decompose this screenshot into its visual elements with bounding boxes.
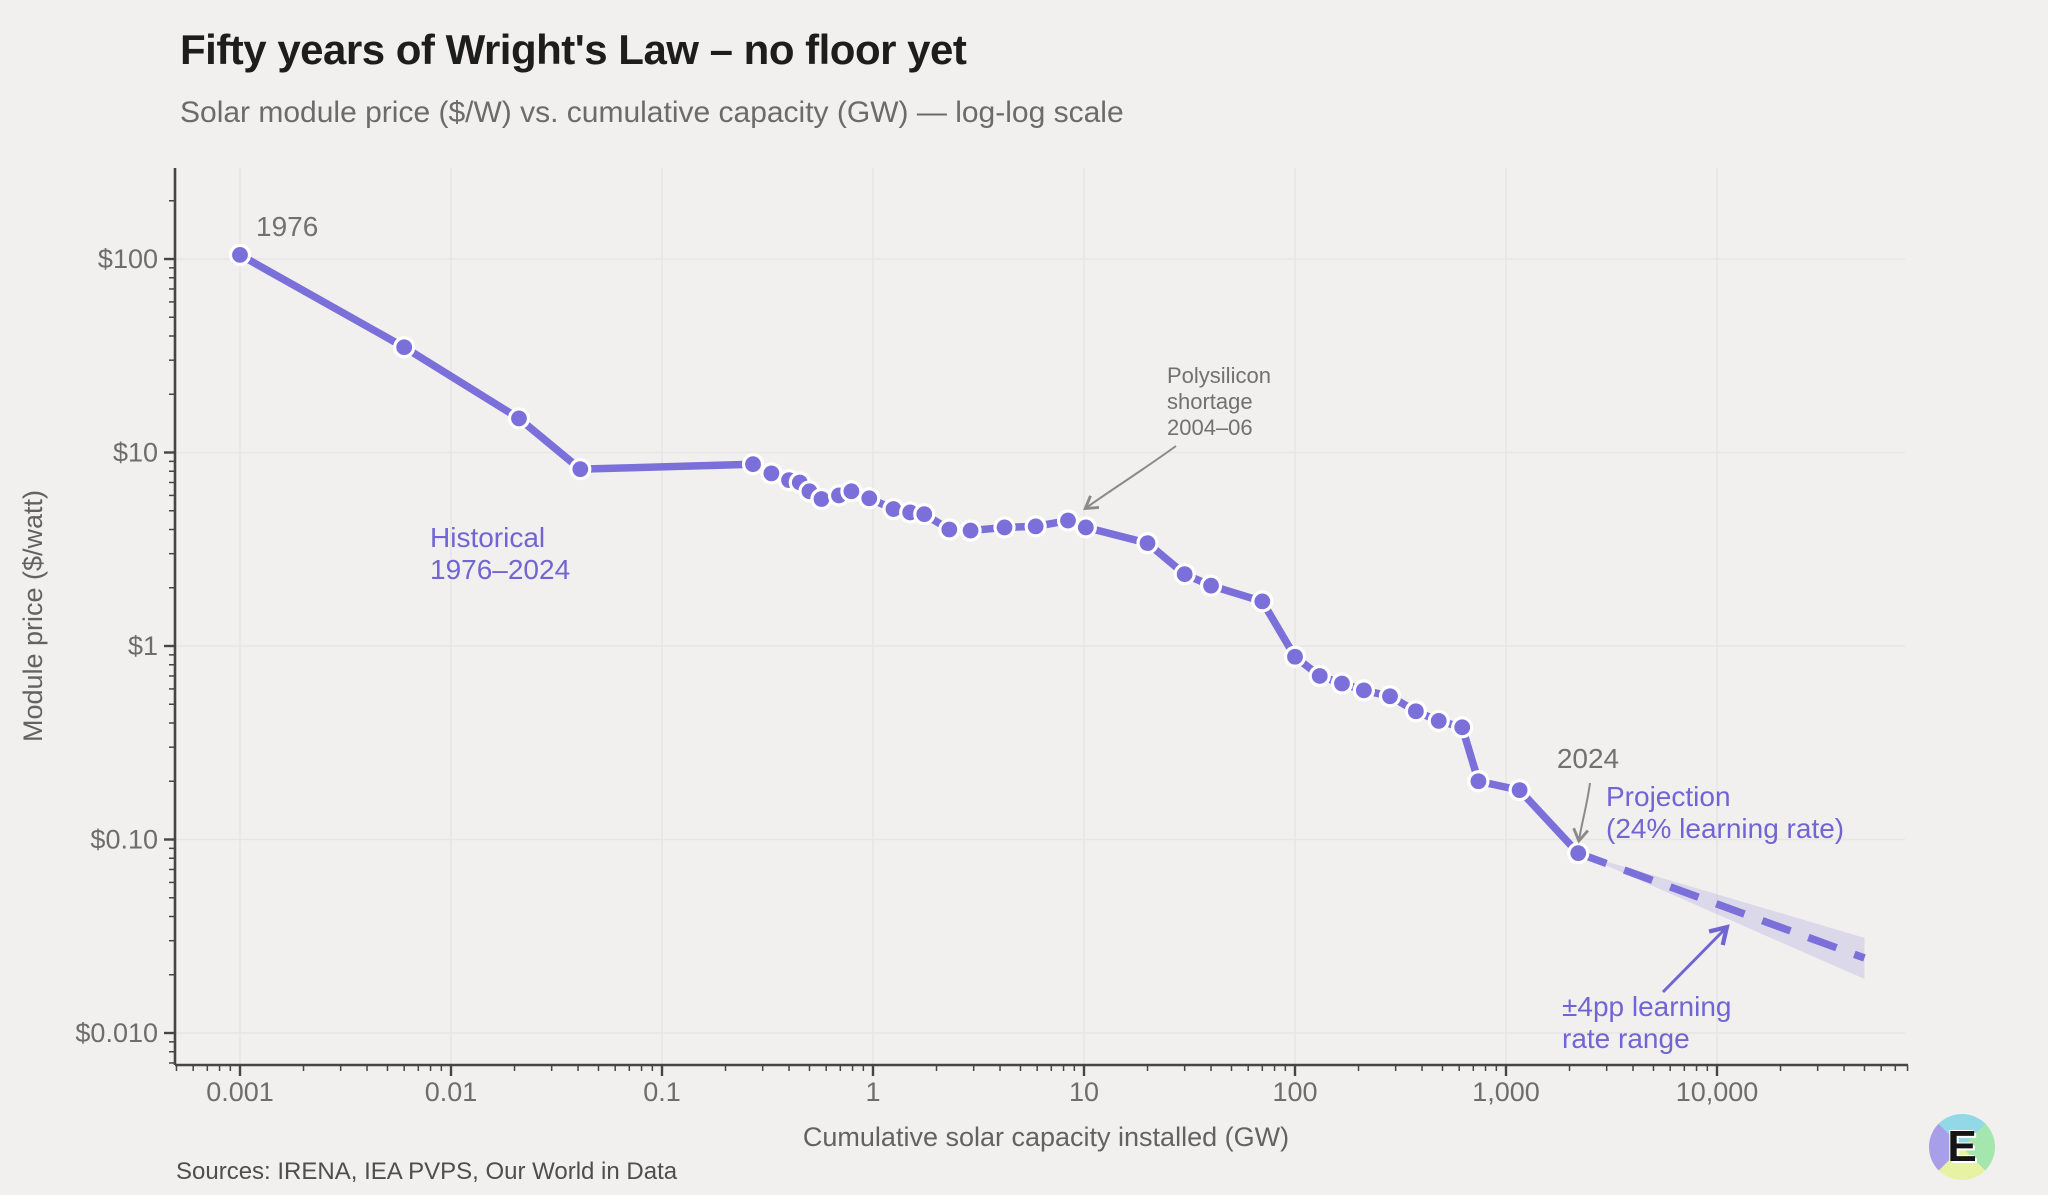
label-polysilicon-line3: 2004–06 — [1167, 415, 1253, 440]
end-year-arrow — [1572, 782, 1591, 844]
data-point — [1467, 770, 1490, 793]
projection-band — [1578, 853, 1865, 980]
label-band-line2: rate range — [1562, 1023, 1690, 1054]
data-point — [1024, 515, 1047, 538]
x-tick-label: 100 — [1272, 1077, 1317, 1107]
y-tick-label: $0.010 — [75, 1018, 158, 1048]
label-historical-line2: 1976–2024 — [430, 554, 570, 585]
data-point — [507, 407, 531, 430]
axes — [164, 168, 1909, 1076]
data-point — [959, 519, 982, 542]
data-point — [1136, 532, 1159, 555]
data-point — [1451, 716, 1474, 739]
data-point — [1404, 700, 1427, 723]
data-point — [1567, 842, 1590, 865]
data-point — [569, 458, 592, 481]
data-point — [1199, 574, 1223, 597]
y-tick-label: $0.10 — [90, 825, 158, 855]
data-point — [1508, 779, 1531, 802]
polysilicon-arrow — [1083, 445, 1177, 511]
x-tick-label: 10,000 — [1676, 1077, 1759, 1107]
y-axis-title: Module price ($/watt) — [18, 490, 48, 742]
x-tick-label: 10 — [1069, 1077, 1099, 1107]
label-projection-line2: (24% learning rate) — [1606, 813, 1844, 844]
data-point — [1378, 685, 1402, 708]
data-point — [858, 487, 881, 510]
x-tick-label: 1 — [865, 1077, 880, 1107]
chart-title: Fifty years of Wright's Law – no floor y… — [180, 26, 967, 73]
data-point — [913, 503, 936, 526]
data-point — [228, 243, 252, 266]
data-point — [741, 453, 765, 476]
sources-note: Sources: IRENA, IEA PVPS, Our World in D… — [176, 1158, 678, 1185]
tick-labels: 0.001 0.01 0.1 1 10 100 1,000 10,000 $100 $10 $1 $0… — [75, 244, 1758, 1107]
x-tick-label: 0.1 — [643, 1077, 681, 1107]
gridlines — [175, 168, 1905, 1065]
data-point — [1173, 563, 1196, 586]
band-arrow — [1661, 924, 1730, 994]
brand-logo: E — [1929, 1114, 1995, 1180]
x-tick-label: 1,000 — [1472, 1077, 1540, 1107]
data-point — [1074, 516, 1097, 539]
label-end-year: 2024 — [1557, 743, 1619, 774]
chart-subtitle: Solar module price ($/W) vs. cumulative … — [180, 96, 1124, 129]
x-tick-label: 0.001 — [206, 1077, 274, 1107]
y-tick-label: $1 — [128, 631, 158, 661]
data-point — [1283, 645, 1307, 668]
plot-layer: 0.001 0.01 0.1 1 10 100 1,000 10,000 $100 $10 $1 $0… — [75, 168, 1909, 1107]
label-band-line1: ±4pp learning — [1562, 991, 1732, 1022]
historical-points — [228, 243, 1590, 865]
label-historical-line1: Historical — [430, 522, 545, 553]
x-axis-title: Cumulative solar capacity installed (GW) — [803, 1122, 1289, 1152]
label-start-year: 1976 — [256, 211, 318, 242]
x-tick-label: 0.01 — [425, 1077, 478, 1107]
brand-logo-glyph: E — [1947, 1122, 1977, 1171]
label-polysilicon-line1: Polysilicon — [1167, 363, 1271, 388]
data-point — [1330, 672, 1354, 695]
data-point — [1056, 509, 1080, 532]
data-point — [1352, 679, 1375, 702]
data-point — [938, 518, 961, 541]
data-point — [393, 336, 416, 359]
data-point — [840, 480, 863, 503]
y-tick-label: $100 — [98, 244, 158, 274]
y-tick-label: $10 — [113, 438, 158, 468]
data-point — [993, 516, 1016, 539]
label-projection-line1: Projection — [1606, 781, 1731, 812]
data-point — [1251, 590, 1274, 613]
data-point — [1308, 664, 1331, 688]
label-polysilicon-line2: shortage — [1167, 389, 1253, 414]
data-point — [1427, 709, 1450, 733]
data-point — [810, 487, 833, 511]
projection-line — [1576, 849, 1866, 962]
